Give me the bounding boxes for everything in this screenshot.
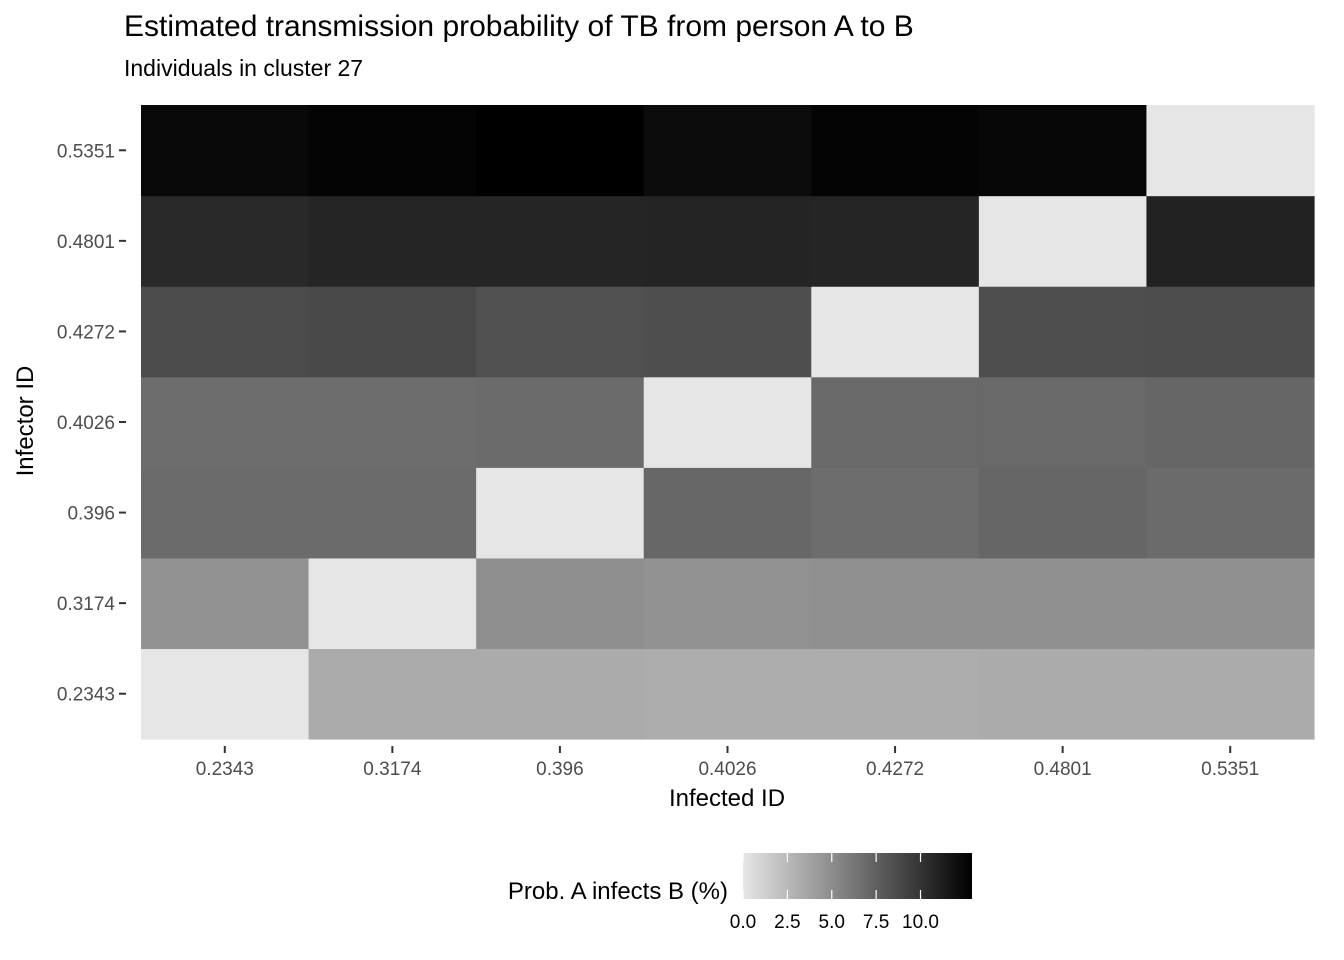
heatmap-cell [476,195,645,287]
heatmap-cell [978,195,1148,287]
heatmap-cell [643,195,812,287]
y-axis: 0.2343 0.3174 0.396 0.4026 0.4272 0.4801 0.535… [57,141,126,706]
y-tick-label: 0.3174 [57,594,116,615]
heatmap-cell [308,376,477,468]
heatmap-cell [643,557,812,650]
heatmap-cell [308,286,477,378]
x-tick-label: 0.396 [536,759,584,780]
x-tick-label: 0.2343 [196,759,254,780]
heatmap-cell [141,467,310,559]
heatmap-cell [476,648,645,740]
heatmap-cell [978,648,1148,740]
chart-title: Estimated transmission probability of TB… [124,10,914,43]
heatmap-cell [811,648,980,740]
y-tick-label: 0.4026 [57,413,115,434]
heatmap-cell [643,467,812,559]
x-tick-label: 0.4272 [866,759,924,780]
legend-tick-label: 10.0 [902,912,939,933]
legend-ticks: 0.0 2.5 5.0 7.5 10.0 [730,853,939,933]
heatmap-cell [978,376,1148,468]
legend-tick-label: 5.0 [819,912,845,933]
y-tick-label: 0.2343 [57,685,115,706]
legend-tick-label: 2.5 [774,912,800,933]
heatmap-cell [308,195,477,287]
heatmap-cell [811,195,980,287]
x-axis: 0.2343 0.3174 0.396 0.4026 0.4272 0.4801 0.535… [196,746,1259,780]
heatmap-cell [141,195,310,287]
heatmap-cell [1146,376,1315,468]
y-tick-label: 0.5351 [57,141,115,162]
x-tick-label: 0.5351 [1201,759,1259,780]
heatmap-cell [1146,286,1315,378]
heatmap-cell [141,286,310,378]
heatmap-cell [978,105,1148,197]
heatmap-cell [643,105,812,197]
heatmap-cell [308,557,477,650]
heatmap-cell [476,286,645,378]
heatmap-cell [308,467,477,559]
heatmap-cell [141,376,310,468]
heatmap-cells [141,105,1315,740]
legend-title: Prob. A infects B (%) [508,878,728,905]
heatmap-cell [1146,467,1315,559]
heatmap-cell [811,557,980,650]
y-axis-title: Infector ID [12,366,39,477]
legend-tick-label: 0.0 [730,912,756,933]
x-tick-label: 0.3174 [363,759,422,780]
x-axis-title: Infected ID [669,785,785,812]
y-tick-label: 0.4272 [57,322,115,343]
heatmap-cell [1146,557,1315,650]
x-tick-label: 0.4026 [698,759,756,780]
heatmap-cell [476,557,645,650]
heatmap-cell [643,286,812,378]
heatmap-cell [643,648,812,740]
heatmap-cell [141,105,310,197]
legend-tick-label: 7.5 [863,912,889,933]
heatmap-cell [141,648,310,740]
heatmap-cell [643,376,812,468]
heatmap-cell [978,557,1148,650]
heatmap-cell [1146,648,1315,740]
heatmap-cell [811,105,980,197]
chart-subtitle: Individuals in cluster 27 [124,55,363,81]
heatmap-cell [141,557,310,650]
y-tick-label: 0.396 [67,504,115,525]
heatmap-cell [978,467,1148,559]
heatmap-cell [1146,195,1315,287]
heatmap-cell [811,376,980,468]
heatmap-cell [308,648,477,740]
y-tick-label: 0.4801 [57,232,115,253]
heatmap-cell [308,105,477,197]
heatmap-cell [476,467,645,559]
color-legend: Prob. A infects B (%) 0.0 2.5 5.0 7.5 10.0 [508,853,972,933]
heatmap-cell [978,286,1148,378]
x-tick-label: 0.4801 [1034,759,1092,780]
heatmap-cell [811,467,980,559]
heatmap-cell [1146,105,1315,197]
heatmap-cell [811,286,980,378]
legend-colorbar [743,853,972,899]
heatmap-cell [476,105,645,197]
heatmap-cell [476,376,645,468]
